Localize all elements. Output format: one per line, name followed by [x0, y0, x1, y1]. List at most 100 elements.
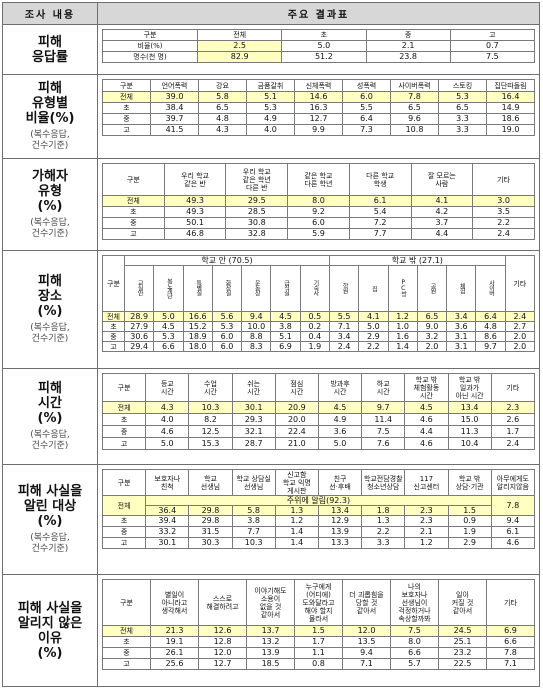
- s4-sub-header: 체험: [446, 265, 477, 312]
- s4-sub-header-label: 특별실: [194, 280, 202, 295]
- s7-cell: 0.8: [294, 658, 343, 670]
- s6-cell: 39.4: [145, 515, 190, 527]
- s3-cell: 7.2: [348, 217, 412, 229]
- s6-cell: 1.3: [361, 515, 406, 527]
- s6-cell: 10.3: [231, 537, 276, 549]
- s5-cell: 4.4: [404, 425, 449, 438]
- s6-col-header: 학교 상담실 선생님: [231, 469, 276, 496]
- s6-cell: 12.9: [317, 515, 363, 527]
- s4-cell: 2.2: [358, 341, 389, 352]
- s4-cell: 1.9: [299, 341, 330, 352]
- s1-col-header: 중: [365, 29, 451, 41]
- s4-cell: 2.0: [416, 341, 448, 352]
- s4-cell: 9.0: [416, 321, 448, 332]
- s6-cell: 36.4: [145, 505, 190, 516]
- s4-cell: 1.6: [387, 331, 418, 342]
- s4-cell: 2.4: [504, 311, 536, 322]
- s4-cell: 4.8: [475, 321, 506, 332]
- s6-cell: 2.3: [404, 515, 449, 527]
- s2-cell: 4.3: [198, 124, 247, 136]
- s6-col-header: 학교 밖 상담·기관: [447, 469, 492, 496]
- s4-cell: 5.3: [153, 331, 184, 342]
- s6-note: (복수응답, 건수기준): [30, 533, 70, 554]
- s7-cell: 12.7: [198, 658, 247, 670]
- s7-cell: 1.5: [294, 625, 343, 637]
- s6-col-header: 신고함 학교 익명 게시판: [274, 469, 319, 496]
- s2-row: 초 38.4 6.5 5.3 16.3 5.5 6.5 6.5 14.9: [102, 102, 535, 114]
- s7-row: 초 19.1 12.8 13.2 1.7 13.5 8.0 25.1 6.6: [102, 636, 535, 648]
- s5-cell: 2.4: [490, 437, 536, 450]
- s5-cell: 28.7: [231, 437, 276, 450]
- s4-cell: 3.1: [446, 341, 477, 352]
- s2-cell: 19.0: [486, 124, 535, 136]
- s5-row: 초 4.0 8.2 29.3 20.0 4.9 11.4 4.6 15.0 2.6: [101, 413, 536, 426]
- s2-table: 구분 언어폭력 강요 금품갈취 신체폭력 성폭력 사이버폭력 스토킹 집단따돌림 전체 39.0 5.…: [102, 79, 535, 136]
- s6-cell: 2.9: [447, 537, 492, 549]
- s5-row-label: 고: [101, 437, 147, 450]
- s3-row: 전체 49.3 29.5 8.0 6.1 4.1 3.0: [102, 195, 535, 207]
- s4-cell: 18.9: [182, 331, 213, 342]
- s7-cell: 7.8: [486, 647, 535, 659]
- s4-row: 초 27.9 4.5 15.2 5.3 10.0 3.8 0.2 7.1 5.0 1.0 9.0 3.6…: [102, 321, 536, 332]
- s6-cell: 13.9: [317, 526, 363, 538]
- s4-sub-header: 학원: [328, 265, 360, 312]
- s4-cell: 30.6: [123, 331, 155, 342]
- s4-cell: 8.8: [241, 331, 272, 342]
- s7-col-header: 나의 보호자나 선생님이 걱정하거나 속상할까봐: [390, 579, 439, 626]
- s6-row-label: 중: [101, 526, 147, 538]
- s4-sub-header-label: 학원: [341, 282, 349, 293]
- s7-cell: 6.6: [486, 636, 535, 648]
- s2-cell: 3.3: [438, 124, 487, 136]
- s5-cell: 20.9: [274, 401, 319, 414]
- s2-cell: 7.3: [342, 124, 391, 136]
- s2-cell: 6.5: [390, 102, 439, 114]
- s2-cell: 5.8: [198, 91, 247, 103]
- s4-note: (복수응답, 건수기준): [30, 323, 70, 344]
- s5-col-header: 수업 시간: [188, 373, 233, 402]
- s7-cell: 6.6: [390, 647, 439, 659]
- s5-cell: 5.0: [145, 437, 190, 450]
- s2-cell: 18.6: [486, 113, 535, 125]
- s5-row-label: 중: [101, 425, 147, 438]
- s5-table: 구분 등교 시간 수업 시간 쉬는 시간 점심 시간 방과후 시간 하교 시간 학교 밖 체험…: [101, 373, 536, 450]
- s4-cell: 2.4: [328, 341, 360, 352]
- s7-cell: 21.3: [150, 625, 199, 637]
- s3-col-header: 잘 모르는 사람: [410, 163, 474, 196]
- s7-cell: 13.5: [342, 636, 391, 648]
- s3-cell: 5.4: [348, 206, 412, 218]
- s4-cell: 4.1: [358, 311, 389, 322]
- s5-cell: 4.6: [145, 425, 190, 438]
- s6-col-header: 보호자나 친척: [145, 469, 190, 496]
- s4-table: 구분 학교 안 (70.5) 학교 밖 (27.1) 기타 교실안 복도계단 특별실 화장실 운…: [102, 255, 536, 352]
- s6-header-row: 구분 보호자나 친척 학교 선생님 학교 상담실 선생님 신고함 학교 익명 게시판 친구…: [101, 469, 536, 496]
- s3-col-header: 다른 학교 학생: [348, 163, 412, 196]
- s5-cell: 4.6: [404, 413, 449, 426]
- s5-row: 전체 4.3 10.3 30.1 20.9 4.5 9.7 4.5 13.4 2.3: [101, 401, 536, 414]
- s4-sub-header: 특별실: [182, 265, 213, 312]
- s4-sub-header: 기숙사: [299, 265, 330, 312]
- s6-title: 피해 사실을 알린 대상 (%): [17, 484, 83, 529]
- s4-cell: 1.2: [387, 311, 418, 322]
- s3-note: (복수응답, 건수기준): [30, 218, 70, 239]
- s3-cell: 50.1: [163, 217, 227, 229]
- s3-col-header: 우리 학교 같은 학년 다른 반: [225, 163, 289, 196]
- s5-cell: 15.0: [447, 413, 492, 426]
- s5-cell: 4.5: [404, 401, 449, 414]
- s6-cell: 1.3: [274, 505, 319, 516]
- s5-cell: 4.3: [145, 401, 190, 414]
- s4-title: 피해 장소 (%): [37, 274, 63, 319]
- s5-col-header: 점심 시간: [274, 373, 319, 402]
- s5-cell: 4.9: [317, 413, 363, 426]
- s7-cell: 25.6: [150, 658, 199, 670]
- s3-col-header: 기타: [472, 163, 535, 196]
- s1-row: 명수(천 명) 82.9 51.2 23.8 7.5: [101, 51, 536, 63]
- s4-sub-header: 화장실: [211, 265, 243, 312]
- s6-cell: 30.3: [188, 537, 233, 549]
- s3-cell: 49.3: [163, 195, 227, 207]
- s2-cell: 3.3: [438, 113, 487, 125]
- s3-table: 구분 우리 학교 같은 반 우리 학교 같은 학년 다른 반 같은 학교 다른 학년 다…: [102, 163, 535, 240]
- s3-row: 중 50.1 30.8 6.0 7.2 3.7 2.2: [102, 217, 535, 229]
- s3-cell: 4.1: [410, 195, 474, 207]
- s2-cell: 6.0: [342, 91, 391, 103]
- s7-cell: 8.0: [390, 636, 439, 648]
